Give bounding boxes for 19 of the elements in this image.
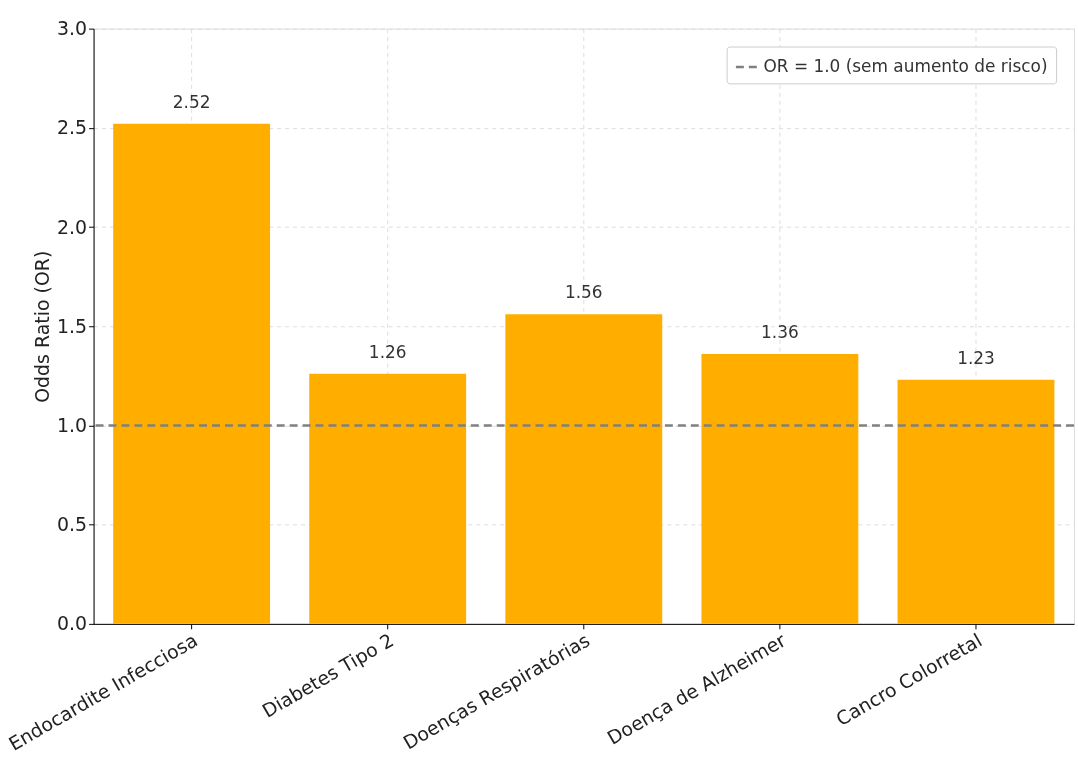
y-tick-label: 0.0 [57, 612, 88, 635]
bar [701, 354, 859, 624]
data-label: 1.26 [368, 341, 407, 362]
y-tick-label: 2.0 [57, 215, 88, 238]
y-tick-label: 2.5 [57, 116, 88, 139]
bar [897, 379, 1055, 624]
y-tick-label: 3.0 [57, 17, 88, 40]
data-label: 1.23 [957, 347, 995, 368]
legend-label: OR = 1.0 (sem aumento de risco) [763, 55, 1048, 76]
y-tick-label: 0.5 [57, 513, 88, 536]
bar [309, 373, 467, 624]
bar [505, 314, 663, 624]
y-axis-title: Odds Ratio (OR) [31, 250, 54, 403]
bar [113, 123, 271, 624]
data-label: 1.56 [564, 282, 603, 303]
y-tick-label: 1.0 [57, 413, 88, 436]
data-label: 1.36 [761, 322, 799, 343]
y-tick-label: 1.5 [57, 314, 88, 337]
data-label: 2.52 [172, 91, 211, 112]
